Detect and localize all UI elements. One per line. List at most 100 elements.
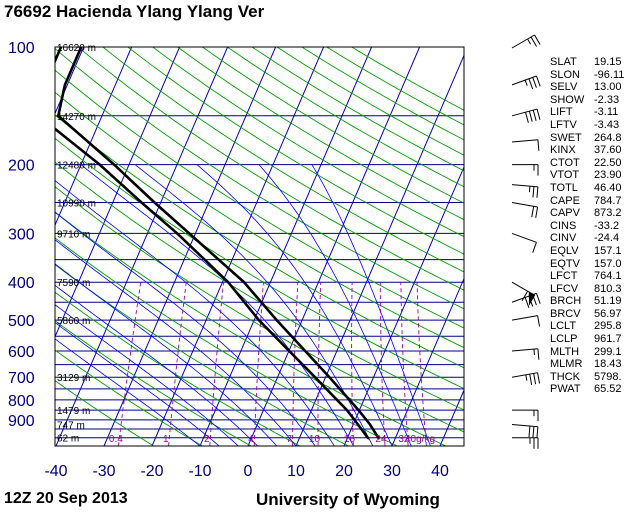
index-value: -2.33 xyxy=(594,93,620,106)
index-value: 784.7 xyxy=(594,194,622,207)
temperature-tick-label: 10 xyxy=(287,463,305,480)
temperature-tick-label: -20 xyxy=(140,463,163,480)
temperature-tick-label: -10 xyxy=(188,463,211,480)
mixing-ratio-line xyxy=(117,282,142,446)
mixing-ratio-label: 16 xyxy=(344,434,356,445)
moist-adiabat-line xyxy=(55,263,278,446)
index-value: 56.97 xyxy=(594,307,622,320)
index-name: MLMR xyxy=(550,358,583,371)
mixing-ratio-label: 10 xyxy=(309,434,321,445)
index-name: SLON xyxy=(550,68,580,81)
temperature-tick-label: 40 xyxy=(431,463,449,480)
wind-barb xyxy=(511,292,541,308)
index-value: 157.1 xyxy=(594,244,622,257)
wind-barb xyxy=(511,423,539,438)
mixing-ratio-label: 0.4 xyxy=(109,434,123,445)
index-row: LIFT -3.11 xyxy=(550,106,636,119)
index-name: EQLV xyxy=(550,244,579,257)
wind-barb xyxy=(511,75,541,90)
index-value: 299.1 xyxy=(594,345,622,358)
index-row: SWET 264.8 xyxy=(550,132,636,145)
mixing-ratio-label: 1 xyxy=(163,434,169,445)
index-name: LCLT xyxy=(550,320,577,333)
index-name: CAPE xyxy=(550,194,580,207)
dry-adiabat-line xyxy=(55,211,446,446)
height-label: 3129 m xyxy=(57,373,90,384)
index-value: -24.4 xyxy=(594,232,620,245)
dry-adiabat-line xyxy=(55,91,464,349)
moist-adiabat-line xyxy=(311,164,431,446)
wind-barb xyxy=(512,409,539,422)
index-name: CAPV xyxy=(550,207,580,220)
wind-barb xyxy=(511,108,541,123)
wind-barb xyxy=(511,315,541,327)
wind-barb xyxy=(512,164,539,176)
index-row: MLTH 299.1 xyxy=(550,346,636,359)
dry-adiabat-line xyxy=(55,237,398,446)
temperature-profile-line xyxy=(56,47,381,440)
index-name: LFCT xyxy=(550,270,578,283)
mixing-ratio-label: 40g/kg xyxy=(405,434,435,445)
index-name: SHOW xyxy=(550,93,585,106)
dry-adiabat-line xyxy=(55,161,464,411)
index-value: 295.8 xyxy=(594,320,622,333)
pressure-tick-label: 500 xyxy=(8,313,35,330)
mixing-ratio-label: 24 xyxy=(375,434,387,445)
temperature-tick-label: 20 xyxy=(335,463,353,480)
wind-barb xyxy=(511,139,540,151)
index-row: LFCV 810.3 xyxy=(550,283,636,296)
dry-adiabat-line xyxy=(55,69,464,329)
source-label: University of Wyoming xyxy=(256,490,440,509)
index-value: -3.11 xyxy=(594,106,619,119)
height-label: 5860 m xyxy=(57,316,90,327)
dry-adiabat-line xyxy=(55,264,349,446)
wind-barb xyxy=(511,34,541,49)
index-row: CAPE 784.7 xyxy=(550,195,636,208)
dry-adiabat-line xyxy=(55,137,464,390)
index-row: LFCT 764.1 xyxy=(550,270,636,283)
isotherm-line xyxy=(199,47,373,446)
index-row: THCK 5798. xyxy=(550,371,636,384)
index-name: VTOT xyxy=(550,169,580,182)
isotherm-line xyxy=(55,47,229,446)
dry-adiabat-line xyxy=(102,47,464,273)
index-name: LIFT xyxy=(550,106,573,119)
mixing-ratio-label: 4 xyxy=(248,434,254,445)
index-name: LFCV xyxy=(550,282,579,295)
index-row: VTOT 23.90 xyxy=(550,169,636,182)
index-row: SHOW -2.33 xyxy=(550,94,636,107)
index-row: EQTV 157.0 xyxy=(550,258,636,271)
wind-barb xyxy=(511,232,537,253)
index-value: 23.90 xyxy=(594,169,622,182)
stability-indices-table: SLAT 19.15 SLON -96.11 SELV 13.00 SHOW -2.33 LIF… xyxy=(550,56,636,396)
index-value: 873.2 xyxy=(594,207,622,220)
pressure-tick-label: 700 xyxy=(8,370,35,387)
index-row: BRCV 56.97 xyxy=(550,308,636,321)
index-row: CINS -33.2 xyxy=(550,220,636,233)
index-name: SWET xyxy=(550,131,582,144)
pressure-tick-label: 900 xyxy=(8,413,35,430)
index-name: SLAT xyxy=(550,56,577,68)
dry-adiabat-line xyxy=(55,114,464,369)
dry-adiabat-line xyxy=(55,380,154,446)
index-row: LCLP 961.7 xyxy=(550,333,636,346)
moist-adiabat-line xyxy=(55,338,201,446)
index-name: CTOT xyxy=(550,156,580,169)
dry-adiabat-line xyxy=(55,47,464,310)
height-label: 1479 m xyxy=(57,406,90,417)
isotherm-line xyxy=(55,47,181,338)
index-row: SLON -96.11 xyxy=(550,69,636,82)
pressure-tick-label: 400 xyxy=(8,275,35,292)
mixing-ratio-line xyxy=(416,282,427,446)
index-row: LCLT 295.8 xyxy=(550,320,636,333)
moist-adiabat-line xyxy=(55,211,316,446)
temperature-tick-label: -30 xyxy=(92,463,115,480)
index-name: CINS xyxy=(550,219,577,232)
plot-lines xyxy=(55,47,464,446)
moist-adiabat-line xyxy=(196,164,393,446)
index-row: LFTV -3.43 xyxy=(550,119,636,132)
height-label: 9710 m xyxy=(57,229,90,240)
index-value: 37.60 xyxy=(594,144,622,157)
